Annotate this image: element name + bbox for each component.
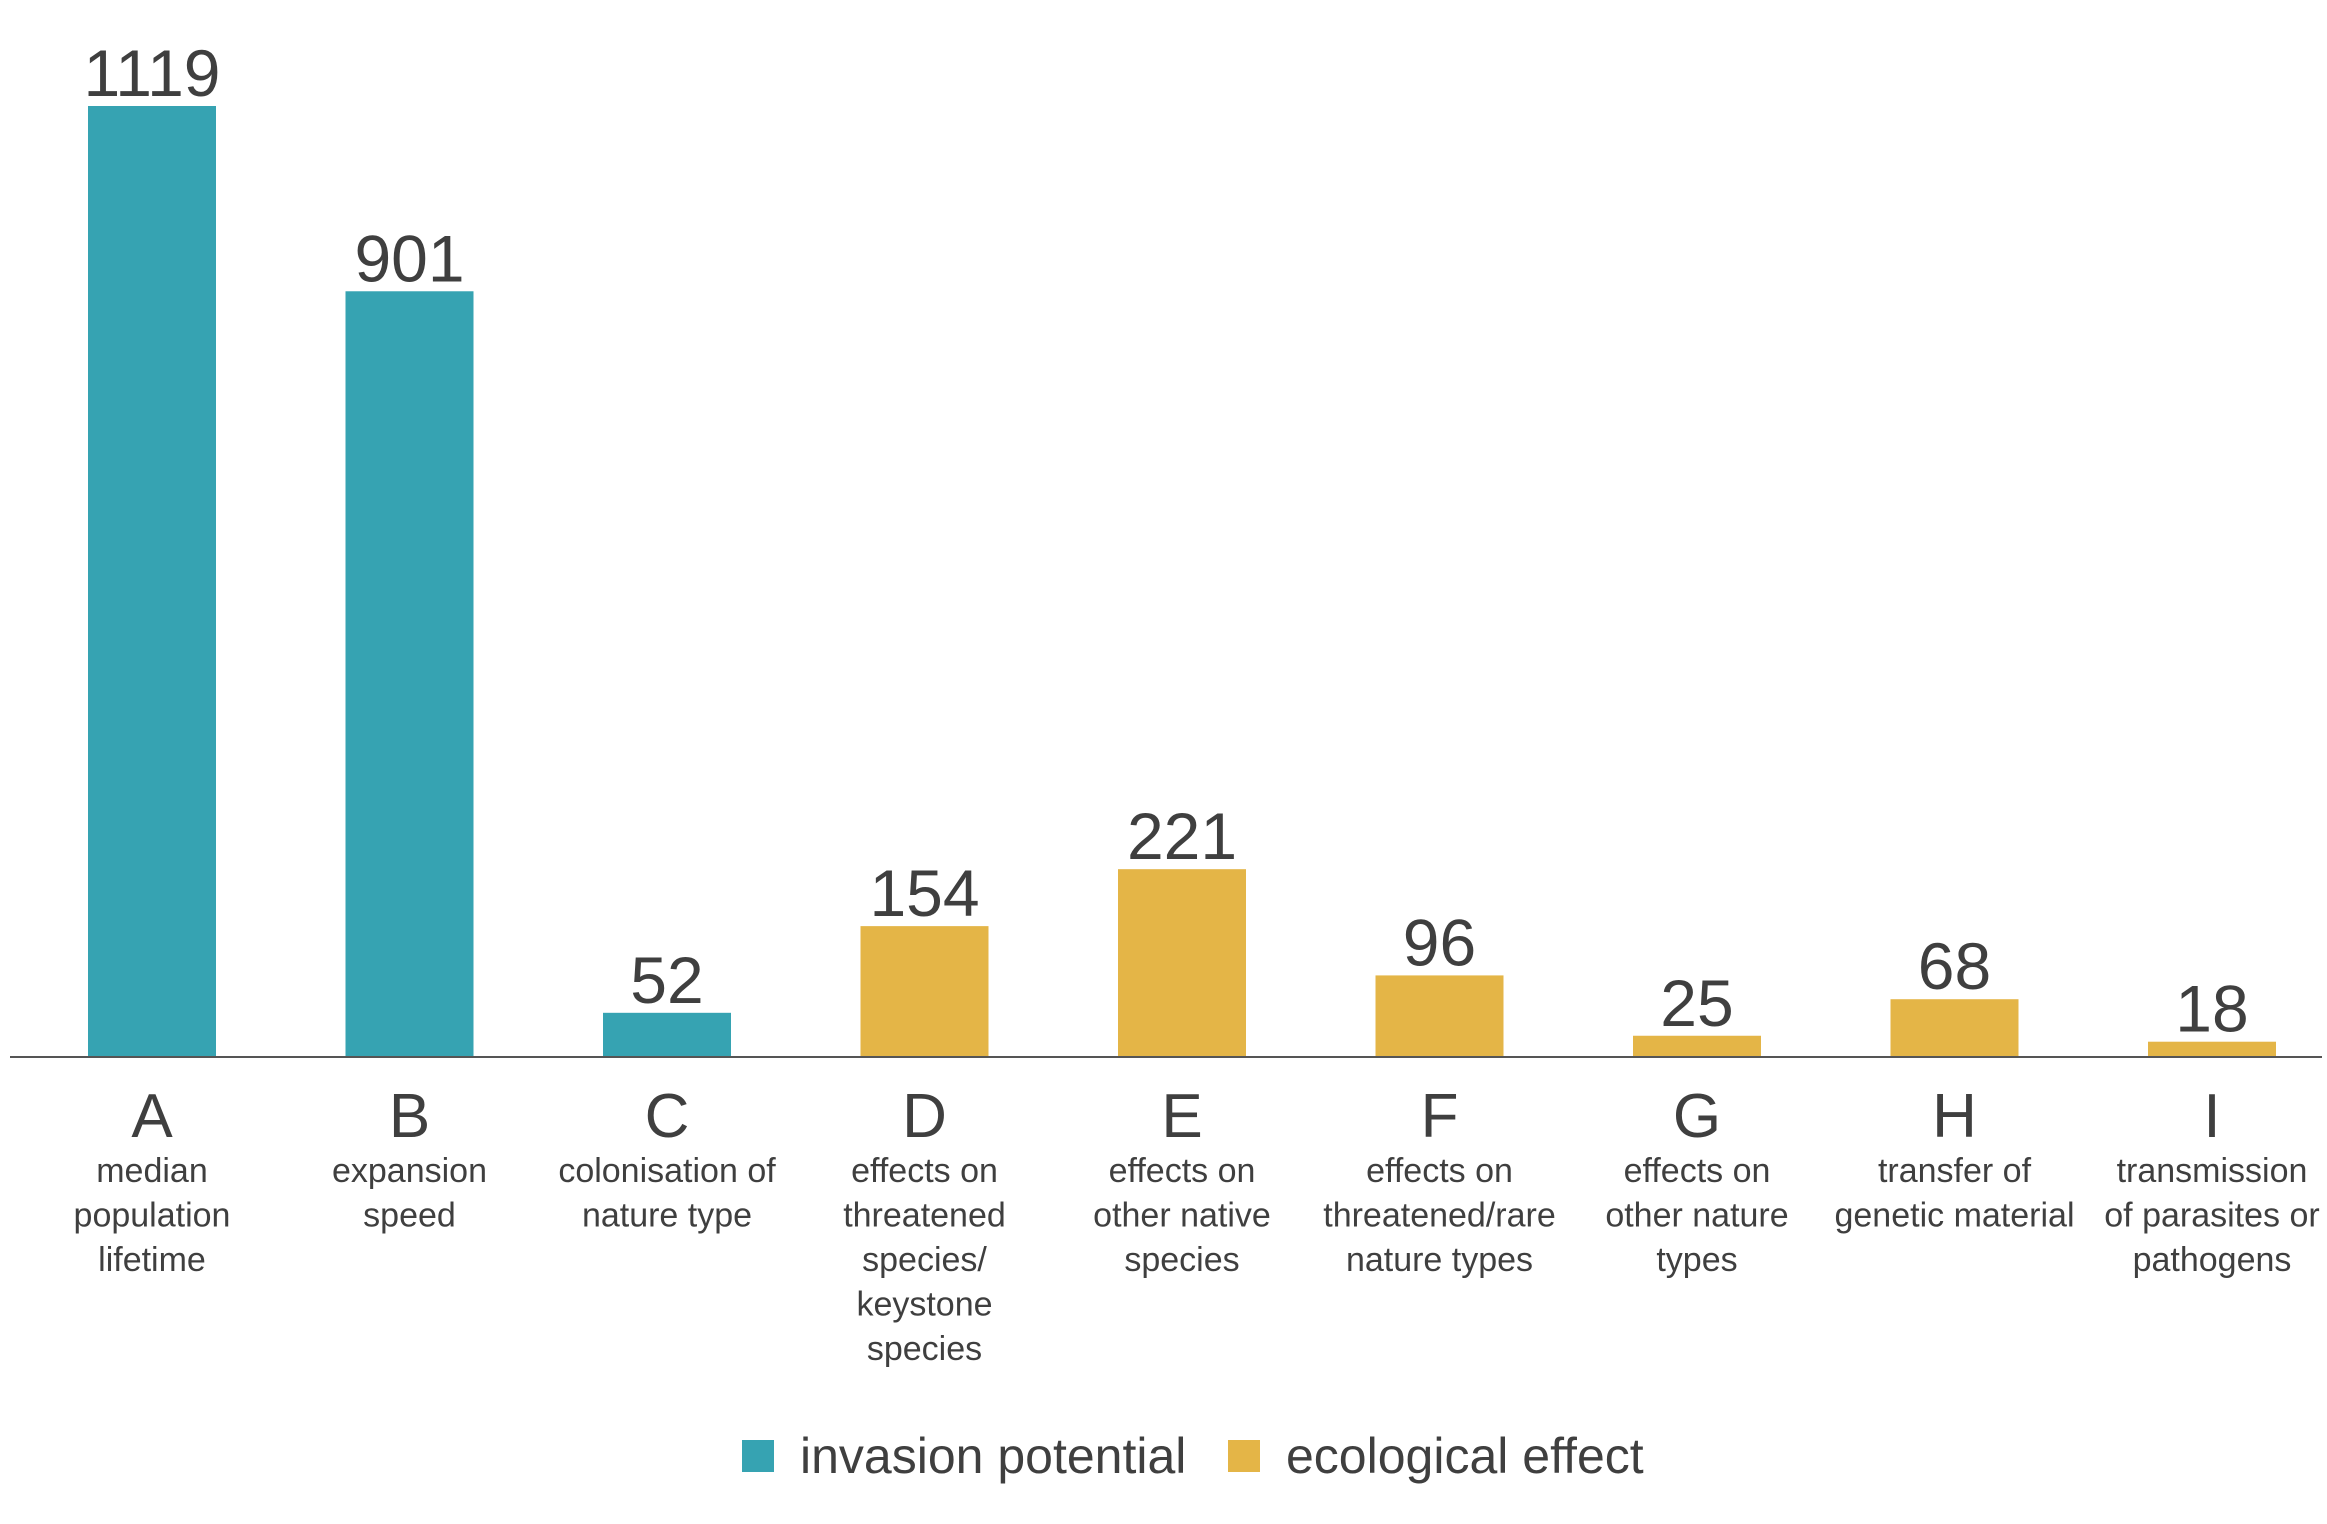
legend: invasion potential ecological effect: [742, 1428, 1644, 1484]
category-description-f-line-3: nature types: [1346, 1241, 1533, 1279]
category-description-c-line-1: colonisation of: [558, 1152, 776, 1190]
bar-d: [860, 926, 989, 1057]
category-description-i-line-1: transmission: [2117, 1152, 2308, 1190]
legend-label-ecological: ecological effect: [1286, 1428, 1644, 1484]
value-label-e: 221: [1127, 799, 1237, 873]
category-letter-c: C: [645, 1082, 690, 1151]
category-letter-e: E: [1161, 1082, 1202, 1151]
value-label-c: 52: [630, 943, 703, 1017]
value-label-i: 18: [2175, 972, 2248, 1046]
value-label-f: 96: [1403, 905, 1476, 979]
bar-a: [88, 106, 216, 1057]
category-description-e-line-3: species: [1124, 1241, 1239, 1279]
value-label-d: 154: [869, 856, 979, 930]
legend-swatch-invasion: [742, 1440, 774, 1472]
category-description-e-line-1: effects on: [1109, 1152, 1256, 1190]
category-description-a-line-2: population: [74, 1197, 231, 1235]
category-description-d-line-1: effects on: [851, 1152, 998, 1190]
value-labels-layer: 1119 901 52 154 221 96 25 68 18: [83, 36, 2248, 1046]
category-description-a-line-1: median: [96, 1152, 208, 1190]
bar-e: [1118, 869, 1246, 1057]
legend-swatch-ecological: [1228, 1440, 1260, 1472]
category-letter-h: H: [1932, 1082, 1977, 1151]
category-description-f-line-2: threatened/rare: [1323, 1197, 1556, 1235]
category-description-d-line-4: keystone: [856, 1286, 992, 1324]
category-description-c-line-2: nature type: [582, 1197, 752, 1235]
category-description-d-line-3: species/: [862, 1241, 987, 1279]
bar-g: [1633, 1035, 1761, 1057]
category-description-g-line-3: types: [1656, 1241, 1737, 1279]
category-letter-d: D: [902, 1082, 947, 1151]
bar-h: [1890, 999, 2019, 1057]
category-description-g-line-2: other nature: [1605, 1197, 1788, 1235]
category-letter-g: G: [1673, 1082, 1721, 1151]
legend-label-invasion: invasion potential: [800, 1428, 1186, 1484]
value-label-h: 68: [1918, 929, 1991, 1003]
category-description-h-line-2: genetic material: [1834, 1197, 2074, 1235]
category-letter-a: A: [131, 1082, 173, 1151]
category-letter-f: F: [1421, 1082, 1459, 1151]
category-description-d-line-5: species: [867, 1330, 982, 1368]
category-description-d-line-2: threatened: [843, 1197, 1006, 1235]
category-letter-i: I: [2203, 1082, 2220, 1151]
value-label-g: 25: [1660, 966, 1733, 1040]
category-description-i-line-2: of parasites or: [2104, 1197, 2319, 1235]
bar-b: [345, 291, 474, 1058]
category-description-h-line-1: transfer of: [1878, 1152, 2032, 1190]
bars-layer: [88, 106, 2276, 1058]
bar-i: [2148, 1041, 2276, 1057]
category-description-i-line-3: pathogens: [2133, 1241, 2292, 1279]
category-description-f-line-1: effects on: [1366, 1152, 1513, 1190]
bar-f: [1375, 975, 1504, 1057]
category-description-g-line-1: effects on: [1624, 1152, 1771, 1190]
category-description-b-line-1: expansion: [332, 1152, 487, 1190]
bar-c: [603, 1012, 731, 1057]
value-label-b: 901: [354, 221, 464, 295]
category-description-e-line-2: other native: [1093, 1197, 1271, 1235]
value-label-a: 1119: [83, 36, 220, 110]
category-description-a-line-3: lifetime: [98, 1241, 206, 1279]
category-description-b-line-2: speed: [363, 1197, 456, 1235]
category-letter-b: B: [389, 1082, 430, 1151]
